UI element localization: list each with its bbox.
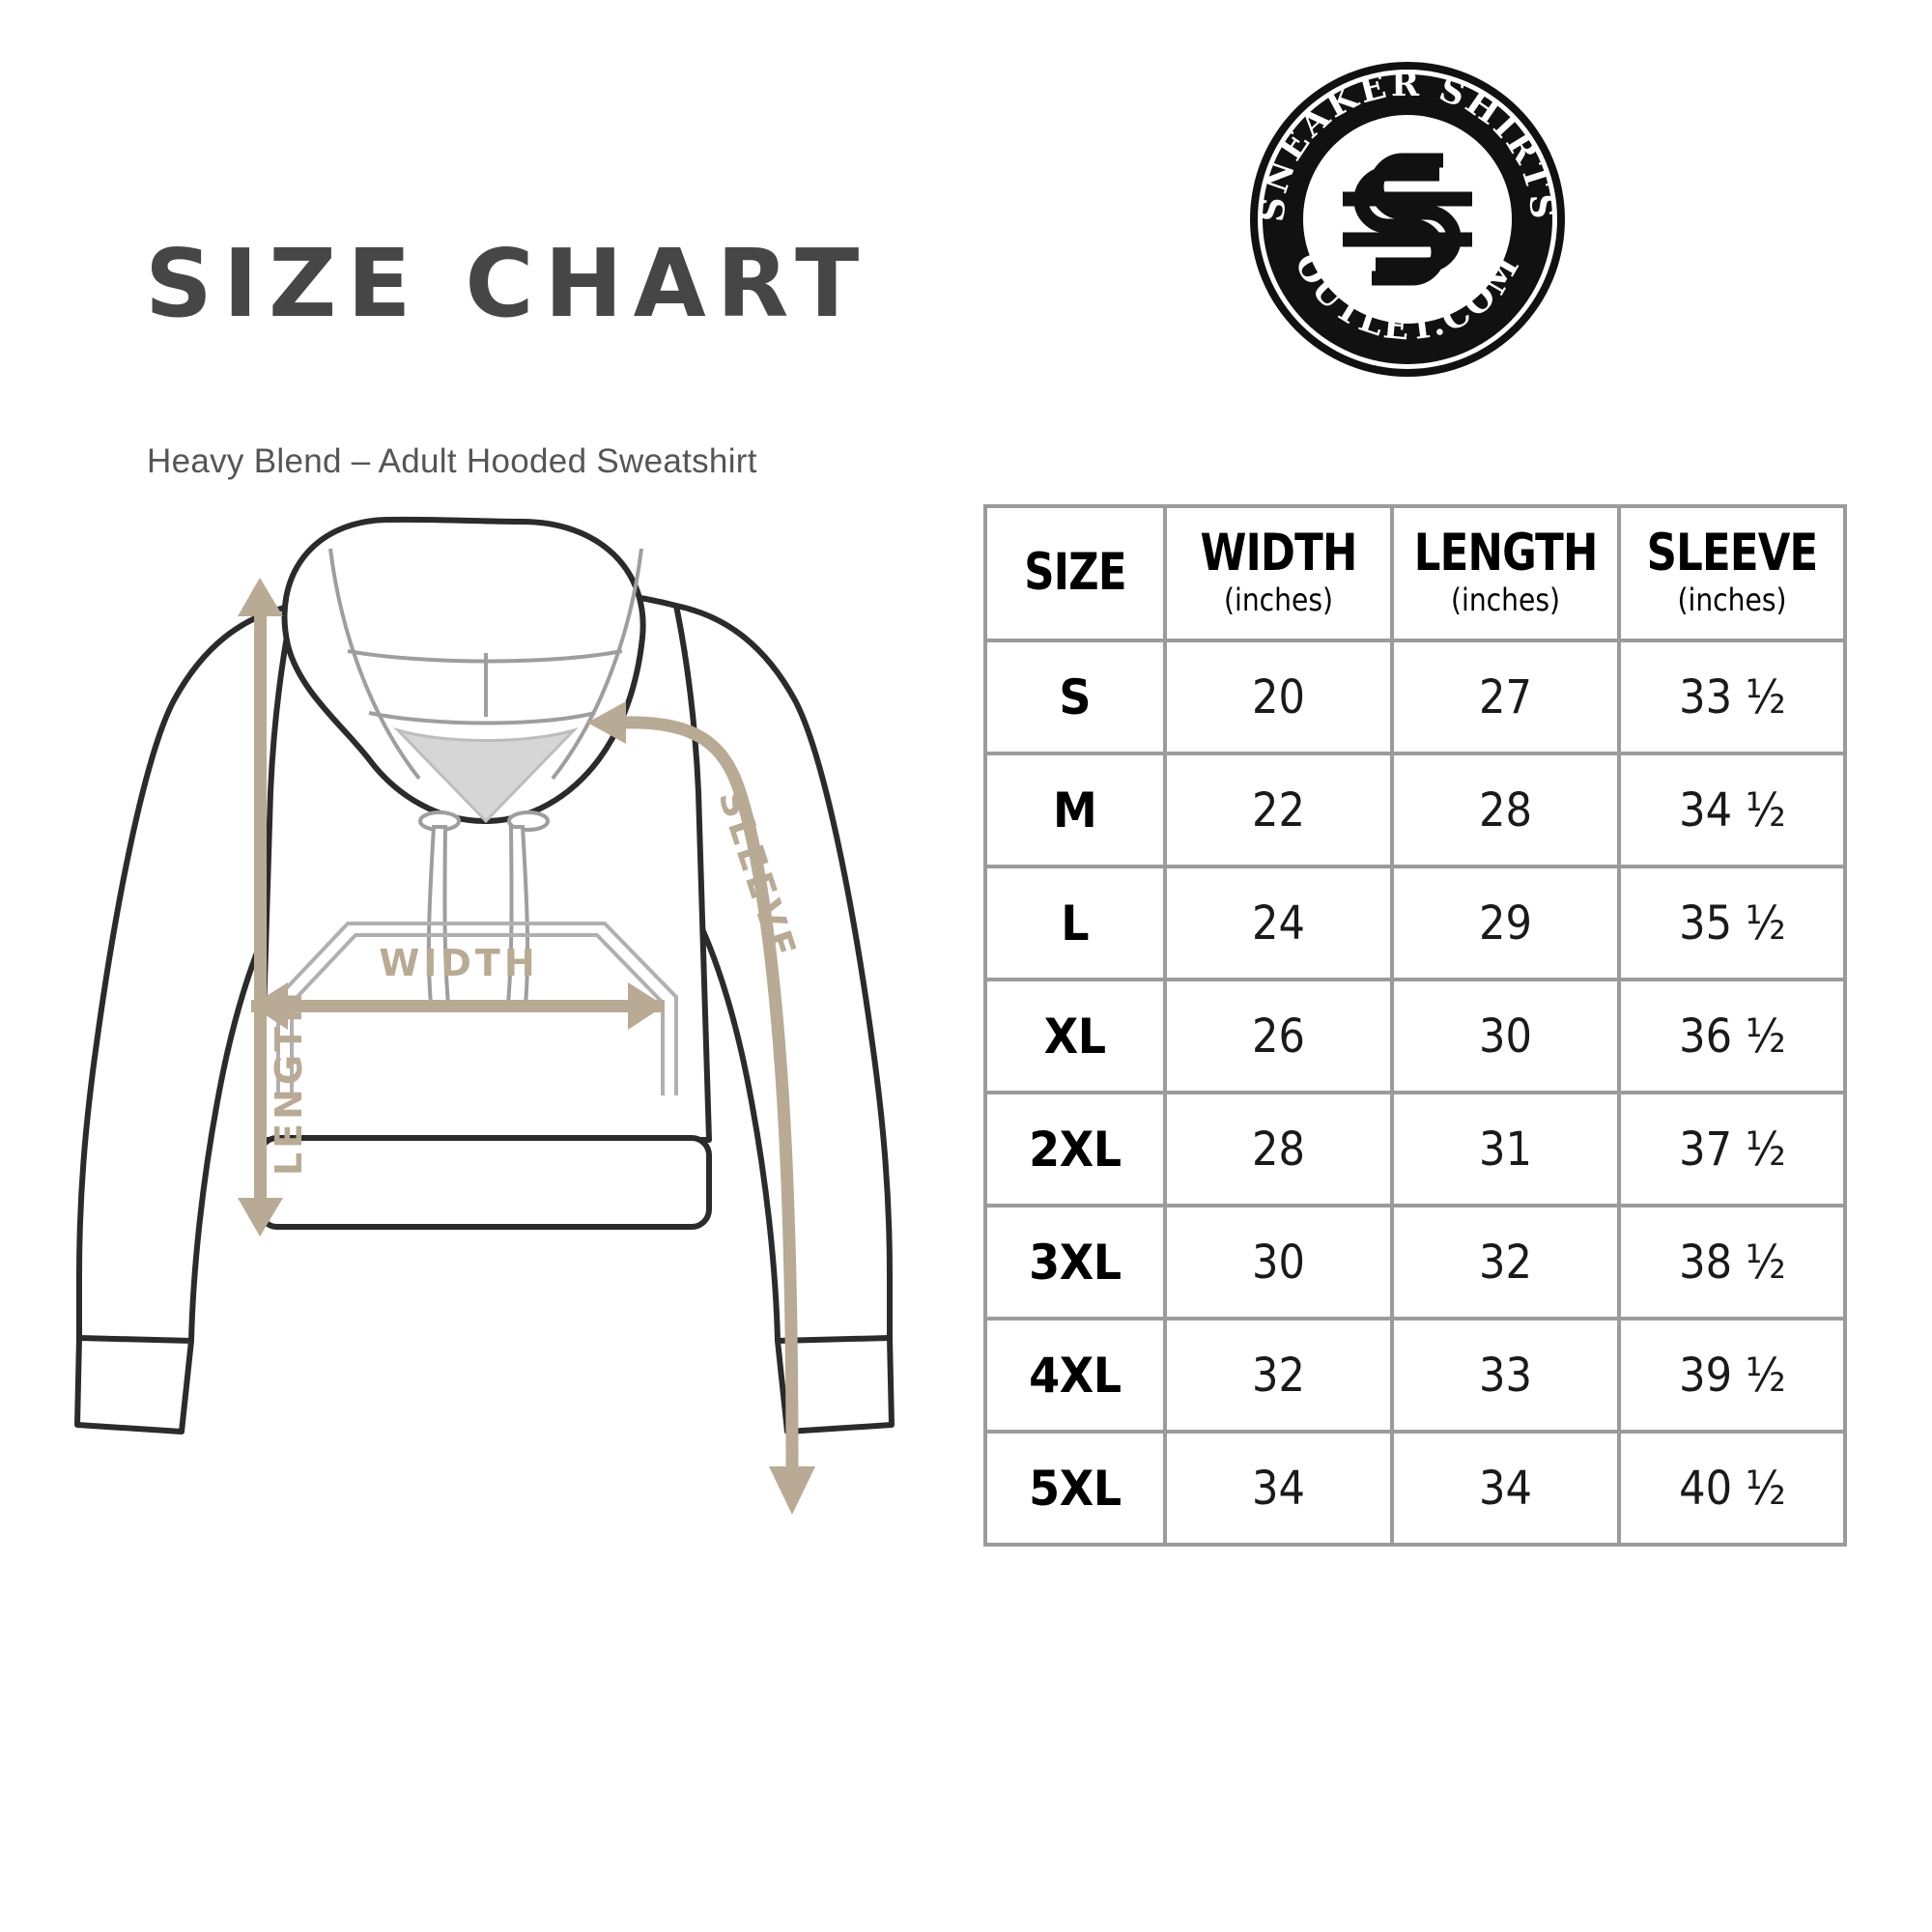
cell-width: 24 xyxy=(1163,865,1394,981)
column-header-sleeve-unit: (inches) xyxy=(1677,581,1787,618)
hood-inner-right xyxy=(551,548,643,781)
cell-width: 34 xyxy=(1163,1430,1394,1547)
table-row: M 22 28 34 ½ xyxy=(983,752,1847,868)
cell-length: 30 xyxy=(1390,978,1621,1094)
cell-width: 26 xyxy=(1163,978,1394,1094)
cell-size: L xyxy=(983,865,1167,981)
column-header-width-label: WIDTH xyxy=(1200,524,1357,583)
cell-width: 20 xyxy=(1163,639,1394,755)
drawstrings xyxy=(418,810,550,1007)
column-header-sleeve: SLEEVE (inches) xyxy=(1617,504,1847,642)
cell-size: 2XL xyxy=(983,1091,1167,1208)
hoodie-illustration: WIDTH LENGTH SLEEVE xyxy=(58,502,1034,1594)
column-header-length-unit: (inches) xyxy=(1451,581,1560,618)
measurement-arrows: WIDTH LENGTH SLEEVE xyxy=(238,578,815,1515)
hood-inner-left xyxy=(328,548,421,781)
column-header-length-label: LENGTH xyxy=(1413,524,1599,583)
length-arrow xyxy=(238,578,283,1236)
brand-logo: SNEAKER SHIRTS OUTLET.COM xyxy=(1248,60,1567,379)
neck-gusset xyxy=(392,726,580,824)
cell-size: 4XL xyxy=(983,1317,1167,1434)
cell-size: XL xyxy=(983,978,1167,1094)
column-header-size-label: SIZE xyxy=(1024,543,1126,603)
right-sleeve xyxy=(673,603,893,1350)
cell-size: 5XL xyxy=(983,1430,1167,1547)
cell-length: 34 xyxy=(1390,1430,1621,1547)
cell-sleeve: 40 ½ xyxy=(1617,1430,1847,1547)
table-row: 4XL 32 33 39 ½ xyxy=(983,1317,1847,1434)
size-table: SIZE WIDTH (inches) LENGTH (inches) SLEE… xyxy=(983,504,1847,1547)
hood-inner-seam-mid xyxy=(368,711,596,725)
cell-sleeve: 34 ½ xyxy=(1617,752,1847,868)
width-arrow xyxy=(251,982,665,1030)
size-table-wrapper: SIZE WIDTH (inches) LENGTH (inches) SLEE… xyxy=(983,504,1847,1547)
cell-sleeve: 39 ½ xyxy=(1617,1317,1847,1434)
sleeve-arrow xyxy=(622,716,799,1469)
table-row: 5XL 34 34 40 ½ xyxy=(983,1430,1847,1547)
page-title: SIZE CHART xyxy=(145,229,870,338)
cell-length: 31 xyxy=(1390,1091,1621,1208)
column-header-sleeve-label: SLEEVE xyxy=(1646,524,1819,583)
cell-width: 22 xyxy=(1163,752,1394,868)
table-row: S 20 27 33 ½ xyxy=(983,639,1847,755)
cell-size: M xyxy=(983,752,1167,868)
width-label: WIDTH xyxy=(379,942,538,984)
left-cuff xyxy=(74,1335,194,1435)
cell-width: 28 xyxy=(1163,1091,1394,1208)
cell-length: 27 xyxy=(1390,639,1621,755)
cell-sleeve: 33 ½ xyxy=(1617,639,1847,755)
column-header-length: LENGTH (inches) xyxy=(1390,504,1621,642)
table-row: 2XL 28 31 37 ½ xyxy=(983,1091,1847,1208)
cell-length: 29 xyxy=(1390,865,1621,981)
cell-sleeve: 37 ½ xyxy=(1617,1091,1847,1208)
cell-width: 30 xyxy=(1163,1204,1394,1321)
column-header-size: SIZE xyxy=(983,504,1167,642)
sleeve-arrowhead-top xyxy=(587,701,626,744)
left-sleeve xyxy=(76,603,296,1350)
cell-sleeve: 35 ½ xyxy=(1617,865,1847,981)
cell-length: 32 xyxy=(1390,1204,1621,1321)
page-subtitle: Heavy Blend – Adult Hooded Sweatshirt xyxy=(147,442,757,480)
table-header-row: SIZE WIDTH (inches) LENGTH (inches) SLEE… xyxy=(983,504,1847,642)
cell-length: 28 xyxy=(1390,752,1621,868)
cell-size: 3XL xyxy=(983,1204,1167,1321)
cell-size: S xyxy=(983,639,1167,755)
sleeve-arrowhead-bottom xyxy=(769,1466,815,1515)
column-header-width-unit: (inches) xyxy=(1224,581,1333,618)
column-header-width: WIDTH (inches) xyxy=(1163,504,1394,642)
cell-length: 33 xyxy=(1390,1317,1621,1434)
logo-monogram-icon xyxy=(1343,153,1472,286)
table-row: L 24 29 35 ½ xyxy=(983,865,1847,981)
hoodie-hem-band xyxy=(257,1135,712,1230)
length-label: LENGTH xyxy=(268,988,310,1176)
cell-width: 32 xyxy=(1163,1317,1394,1434)
header-block: SIZE CHART Heavy Blend – Adult Hooded Sw… xyxy=(145,229,937,480)
cell-sleeve: 38 ½ xyxy=(1617,1204,1847,1321)
table-row: XL 26 30 36 ½ xyxy=(983,978,1847,1094)
cell-sleeve: 36 ½ xyxy=(1617,978,1847,1094)
table-row: 3XL 30 32 38 ½ xyxy=(983,1204,1847,1321)
